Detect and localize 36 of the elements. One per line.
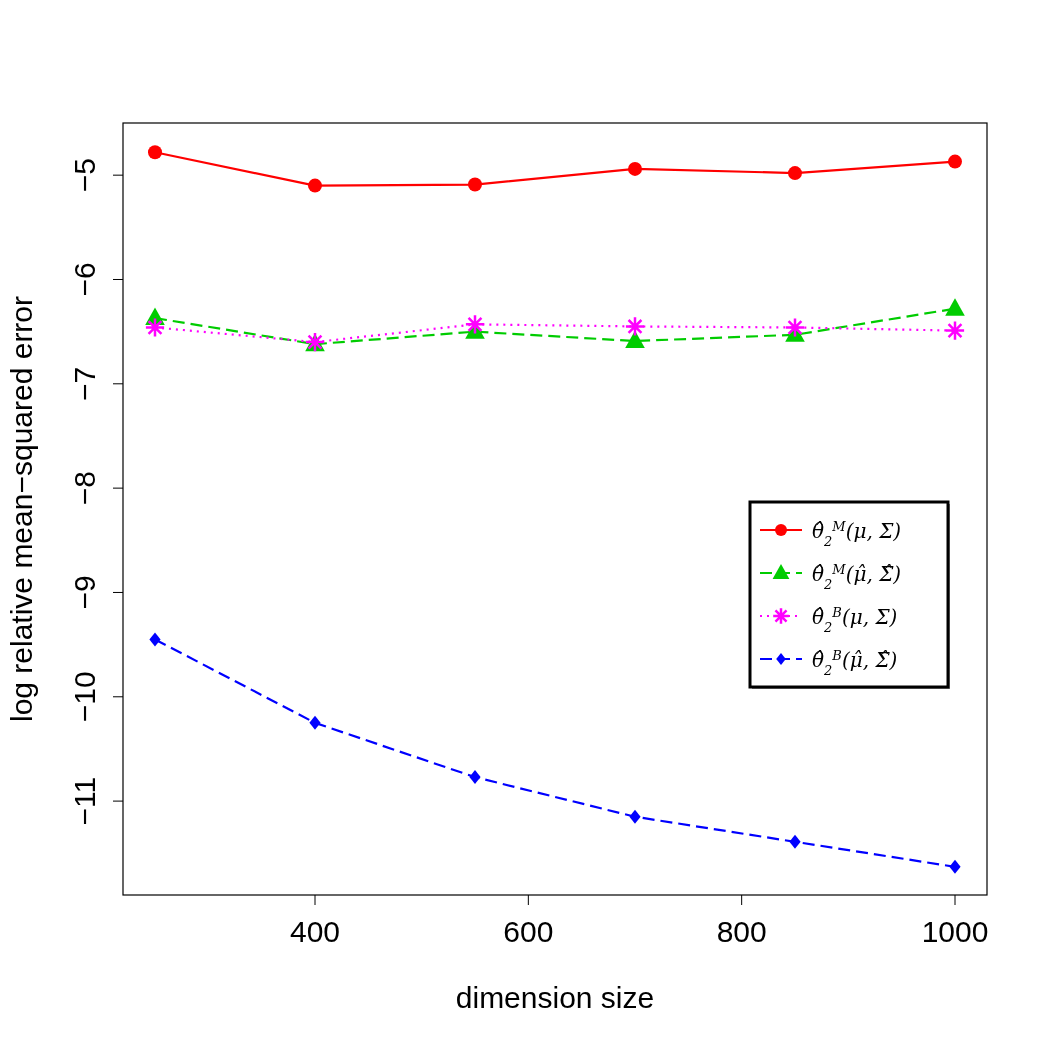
point xyxy=(464,314,486,335)
x-axis-title: dimension size xyxy=(455,981,655,1014)
y-tick-label: −8 xyxy=(68,471,101,506)
y-axis-title: log relative mean−squared error xyxy=(5,295,38,723)
point xyxy=(469,770,481,785)
legend-label: θ̂$_{2}$$^{M}$(μ̂, Σ̂) xyxy=(812,561,902,592)
point xyxy=(788,166,802,181)
x-tick-label: 800 xyxy=(716,915,767,948)
point xyxy=(625,330,645,349)
point xyxy=(629,809,641,824)
legend-label: θ̂$_{2}$$^{M}$(μ, Σ) xyxy=(812,518,902,549)
point xyxy=(624,316,646,337)
point xyxy=(628,161,642,176)
y-tick-label: −6 xyxy=(68,262,101,297)
y-tick-label: −7 xyxy=(68,366,101,401)
point xyxy=(468,177,482,192)
point xyxy=(949,859,961,874)
point xyxy=(789,834,801,849)
legend-label: θ̂$_{2}$$^{B}$(μ, Σ) xyxy=(812,604,898,635)
point xyxy=(308,178,322,193)
point xyxy=(784,317,806,338)
y-tick-label: −11 xyxy=(68,776,101,826)
legend-label: θ̂$_{2}$$^{B}$(μ̂, Σ̂) xyxy=(812,647,898,678)
point xyxy=(309,715,321,730)
point xyxy=(148,145,162,160)
point xyxy=(944,320,966,341)
y-tick-label: −10 xyxy=(68,671,101,723)
x-tick-label: 1000 xyxy=(921,915,989,948)
x-tick-label: 400 xyxy=(289,915,341,948)
point xyxy=(144,317,166,338)
point xyxy=(948,154,962,169)
y-tick-label: −5 xyxy=(68,158,101,193)
x-tick-label: 600 xyxy=(503,915,554,948)
point xyxy=(149,632,161,647)
y-tick-label: −9 xyxy=(68,575,101,610)
point xyxy=(945,298,965,316)
